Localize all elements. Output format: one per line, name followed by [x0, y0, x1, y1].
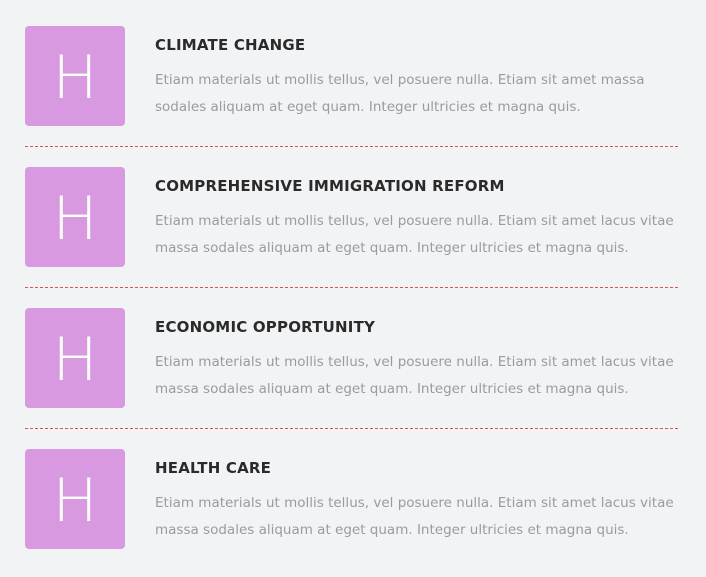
issue-item-economic-opportunity: H ECONOMIC OPPORTUNITY Etiam materials u…: [25, 308, 678, 408]
divider: [25, 146, 678, 147]
issue-title: COMPREHENSIVE IMMIGRATION REFORM: [155, 177, 505, 195]
issue-description: Etiam materials ut mollis tellus, vel po…: [155, 72, 645, 115]
issue-item-immigration-reform: H COMPREHENSIVE IMMIGRATION REFORM Etiam…: [25, 167, 678, 267]
issue-icon-box: H: [25, 449, 125, 549]
issue-icon-box: H: [25, 308, 125, 408]
divider: [25, 428, 678, 429]
h-letter-icon: H: [52, 184, 98, 254]
issue-description: Etiam materials ut mollis tellus, vel po…: [155, 213, 674, 256]
issue-item-health-care: H HEALTH CARE Etiam materials ut mollis …: [25, 449, 678, 549]
issue-description: Etiam materials ut mollis tellus, vel po…: [155, 354, 674, 397]
issue-title: HEALTH CARE: [155, 459, 272, 477]
issue-item-climate-change: H CLIMATE CHANGE Etiam materials ut moll…: [25, 26, 678, 126]
issue-title: CLIMATE CHANGE: [155, 36, 306, 54]
h-letter-icon: H: [52, 43, 98, 113]
h-letter-icon: H: [52, 466, 98, 536]
issue-description: Etiam materials ut mollis tellus, vel po…: [155, 495, 674, 538]
h-letter-icon: H: [52, 325, 98, 395]
issue-icon-box: H: [25, 26, 125, 126]
issue-icon-box: H: [25, 167, 125, 267]
issue-title: ECONOMIC OPPORTUNITY: [155, 318, 376, 336]
divider: [25, 287, 678, 288]
